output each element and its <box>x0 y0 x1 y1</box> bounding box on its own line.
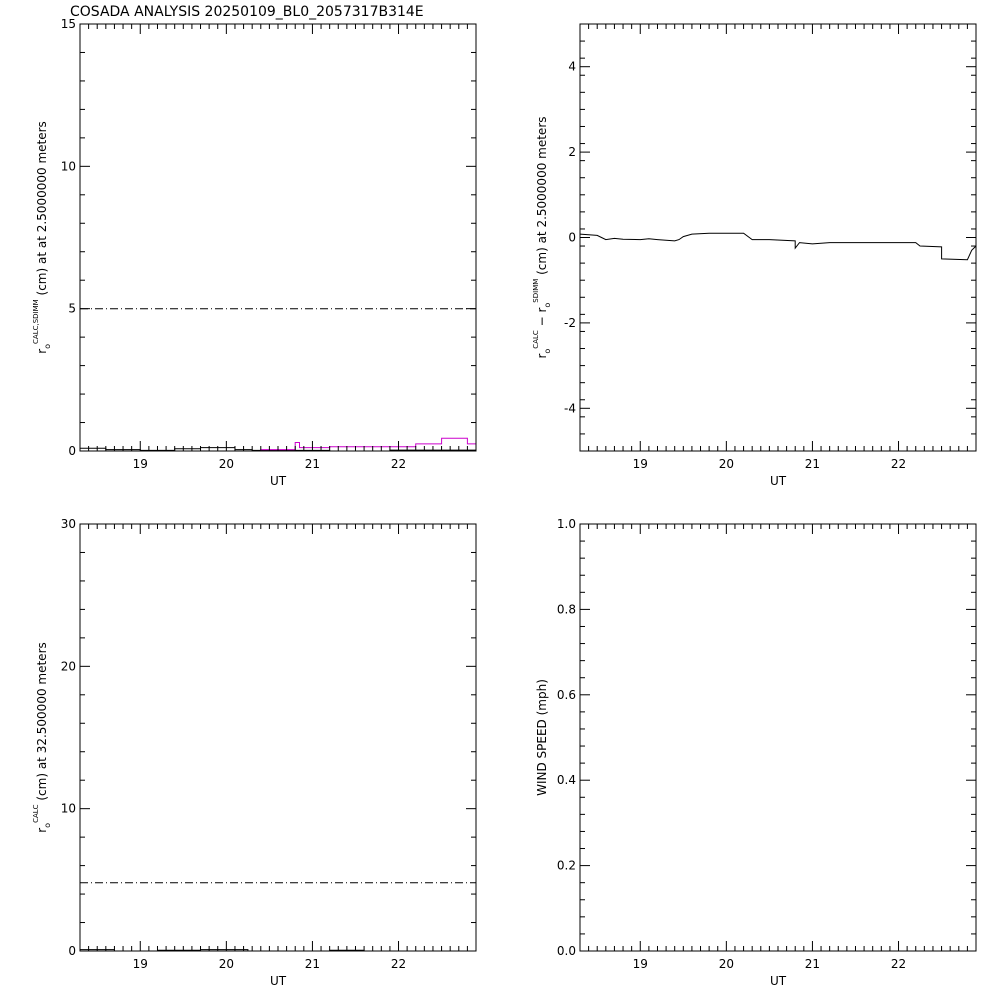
x-axis-label: UT <box>770 974 787 988</box>
y-axis-label: roCALC,SDIMM (cm) at at 2.5000000 meters <box>32 121 52 354</box>
y-tick-label: 10 <box>61 802 76 816</box>
x-axis-label: UT <box>270 974 287 988</box>
x-tick-label: 20 <box>719 457 734 471</box>
plot-frame <box>79 23 477 452</box>
y-tick-label: 0 <box>568 231 576 245</box>
y-tick-label: 1.0 <box>557 517 576 531</box>
y-tick-label: -4 <box>564 401 576 415</box>
chart-panel-bottom-right: 19 20 21 22 0.0 0.2 0.4 0.6 0.8 1.0 UT WIND SPEED (… <box>535 517 977 988</box>
x-tick-label: 20 <box>219 957 234 971</box>
x-tick-label: 21 <box>305 457 320 471</box>
y-tick-label: 15 <box>61 17 76 31</box>
x-tick-label: 19 <box>633 957 648 971</box>
y-axis-label: roCALC (cm) at 32.500000 meters <box>32 642 52 833</box>
y-tick-label: 0.4 <box>557 773 576 787</box>
x-tick-label: 21 <box>805 457 820 471</box>
y-tick-label: 0 <box>68 444 76 458</box>
x-tick-label: 20 <box>219 457 234 471</box>
y-tick-label: 4 <box>568 60 576 74</box>
y-tick-label: 10 <box>61 159 76 173</box>
x-tick-label: 19 <box>133 457 148 471</box>
x-tick-label: 22 <box>891 957 906 971</box>
y-tick-label: 0.0 <box>557 944 576 958</box>
plot-frame <box>579 523 977 952</box>
chart-panel-top-left: 19 20 21 22 0 5 10 15 UT roCALC,SDIMM (cm) at at … <box>32 17 477 488</box>
y-axis-label: WIND SPEED (mph) <box>535 679 549 796</box>
x-tick-label: 19 <box>633 457 648 471</box>
figure-title: COSADA ANALYSIS 20250109_BL0_2057317B314… <box>70 4 424 20</box>
chart-panel-bottom-left: 19 20 21 22 0 10 20 30 UT roCALC (cm) at 32.50000… <box>32 517 477 988</box>
y-tick-label: 0.8 <box>557 602 576 616</box>
plot-frame <box>79 523 477 952</box>
x-tick-label: 20 <box>719 957 734 971</box>
chart-panel-top-right: 19 20 21 22 -4 -2 0 2 4 UT roCALC − roSDIMM (cm) a… <box>532 23 977 488</box>
x-tick-label: 22 <box>391 457 406 471</box>
y-tick-label: 20 <box>61 659 76 673</box>
y-tick-label: 0.2 <box>557 859 576 873</box>
x-tick-label: 21 <box>805 957 820 971</box>
series-line-3 <box>191 437 476 451</box>
x-tick-label: 21 <box>305 957 320 971</box>
y-tick-label: 5 <box>68 302 76 316</box>
plot-frame <box>579 23 977 452</box>
x-tick-label: 22 <box>391 957 406 971</box>
y-tick-label: 0.6 <box>557 688 576 702</box>
y-tick-label: 0 <box>68 944 76 958</box>
x-tick-label: 19 <box>133 957 148 971</box>
series-line-2 <box>80 949 476 951</box>
x-axis-label: UT <box>770 474 787 488</box>
y-axis-label: roCALC − roSDIMM (cm) at 2.5000000 meter… <box>532 116 552 358</box>
series-line-1 <box>580 232 976 261</box>
y-tick-label: -2 <box>564 316 576 330</box>
y-tick-label: 2 <box>568 145 576 159</box>
y-tick-label: 30 <box>61 517 76 531</box>
x-axis-label: UT <box>270 474 287 488</box>
x-tick-label: 22 <box>891 457 906 471</box>
